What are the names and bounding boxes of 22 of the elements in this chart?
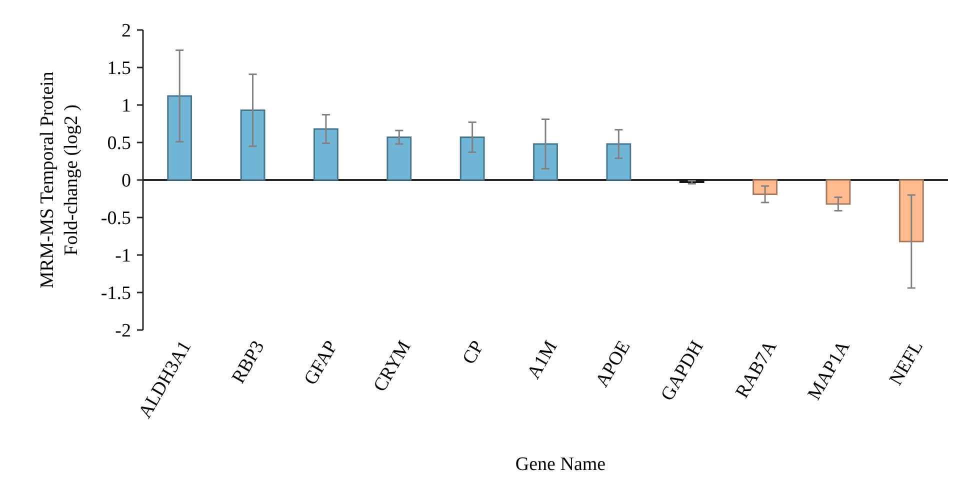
- x-axis-title: Gene Name: [515, 454, 606, 475]
- y-tick-label: 0: [122, 170, 131, 192]
- y-tick-label: -1.5: [100, 283, 131, 304]
- bar: [240, 110, 266, 181]
- x-tick-label: CP: [458, 337, 488, 368]
- bar: [826, 179, 851, 205]
- bar: [606, 143, 632, 181]
- y-tick-label: 1: [122, 96, 131, 117]
- y-tick-label: -1: [115, 246, 131, 267]
- y-tick-label: 0.5: [107, 133, 131, 154]
- bar: [167, 95, 192, 181]
- bar: [898, 179, 924, 242]
- bar: [313, 128, 338, 181]
- bar: [386, 136, 412, 181]
- y-tick-label: -0.5: [100, 208, 131, 230]
- bar: [752, 179, 778, 195]
- y-tick-label: 1.5: [107, 58, 131, 80]
- y-tick-label: 2: [122, 20, 131, 42]
- y-axis-title: MRM-MS Temporal Protein Fold-change (log2 ): [37, 71, 82, 288]
- bar: [533, 143, 558, 181]
- bar: [460, 136, 485, 181]
- y-tick-label: -2: [115, 320, 131, 342]
